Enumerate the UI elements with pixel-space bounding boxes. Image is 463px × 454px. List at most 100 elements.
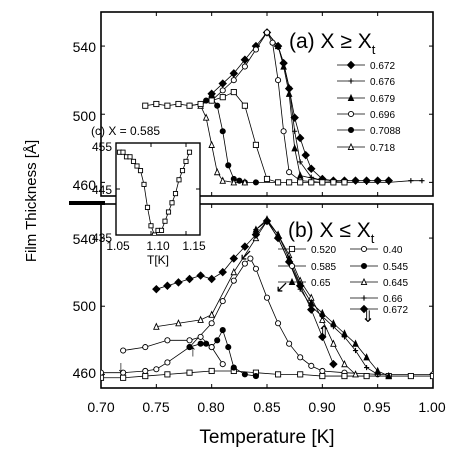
y-axis-label: Film Thickness [Å] (23, 140, 40, 262)
data-point (275, 320, 282, 327)
data-point (247, 255, 254, 262)
legend-label: 0.645 (383, 278, 408, 289)
panel-b-y-tick-labels: 540 500 460 (73, 231, 97, 381)
data-point (240, 242, 250, 251)
data-point (219, 361, 226, 368)
data-point (341, 179, 348, 186)
xtick-label: 0.95 (363, 399, 390, 415)
xtick-label: 0.90 (308, 399, 335, 415)
data-point (286, 169, 293, 176)
legend-marker (346, 60, 356, 70)
data-point (208, 310, 215, 318)
data-point (230, 77, 237, 84)
legend-marker (288, 262, 296, 270)
series-group (101, 215, 433, 381)
data-point (172, 191, 179, 197)
panel-a-title: (a) X ≥ Xt (289, 30, 376, 57)
legend-label: 0.696 (370, 110, 395, 121)
legend-marker (288, 245, 296, 253)
data-point (352, 339, 359, 347)
data-point (318, 332, 327, 342)
legend-marker (347, 142, 355, 151)
data-point (186, 337, 193, 344)
data-point (285, 89, 293, 97)
inset-c-plot (115, 142, 200, 236)
legend-marker (347, 93, 355, 102)
inset-xtick-label: 1.15 (182, 239, 206, 253)
data-point (301, 150, 310, 160)
data-point (229, 254, 239, 263)
data-point (229, 69, 239, 78)
data-point (134, 163, 140, 169)
data-point (163, 281, 172, 291)
data-point (175, 100, 182, 108)
data-point (120, 149, 126, 155)
data-point (252, 373, 259, 380)
data-point (142, 373, 149, 380)
data-point (174, 278, 183, 287)
inset-xtick-label: 1.05 (106, 239, 130, 253)
data-point (203, 340, 210, 347)
data-point (241, 63, 248, 70)
data-point (142, 367, 149, 375)
data-point (308, 179, 315, 186)
data-point (169, 200, 175, 206)
data-point (319, 313, 325, 320)
data-point (263, 175, 271, 183)
legend-label: 0.545 (383, 262, 408, 273)
series-line (123, 336, 224, 365)
data-point (241, 102, 248, 109)
data-point (197, 340, 204, 347)
data-point (120, 374, 127, 381)
data-point (375, 371, 381, 377)
data-point (186, 149, 193, 155)
legend-marker (360, 245, 368, 253)
data-point (219, 298, 226, 305)
data-point (241, 178, 249, 186)
data-point (152, 284, 161, 294)
data-point (295, 281, 305, 291)
data-point (330, 324, 336, 330)
series-line (211, 31, 389, 182)
data-point (330, 179, 337, 186)
data-point (280, 62, 287, 70)
data-point (208, 367, 215, 375)
xtick-label: 0.80 (197, 399, 224, 415)
data-point (218, 79, 227, 88)
panel-b-legend: 0.40 0.520 0.545 0.585 0.645 0.65 0.660.672 (278, 245, 408, 316)
data-point (319, 315, 326, 323)
data-point (176, 177, 182, 183)
data-point (241, 371, 248, 378)
data-point (208, 344, 215, 351)
data-point (218, 267, 227, 277)
data-point (275, 371, 282, 378)
panel-a-ytick-label: 460 (73, 177, 97, 193)
data-point (208, 140, 215, 148)
data-point (341, 373, 348, 380)
data-point (162, 218, 168, 224)
data-point (319, 367, 326, 375)
data-point (286, 340, 293, 347)
data-point (230, 277, 237, 284)
data-point (275, 77, 282, 84)
legend-label: 0.66 (383, 294, 403, 305)
inset-x-axis-label: T[K] (147, 253, 169, 267)
data-point (297, 179, 304, 186)
inset-c: (c) X = 0.585 455 445 435 1.05 1.10 1.15… (91, 124, 206, 267)
data-point (213, 167, 221, 176)
legend-label: 0.40 (383, 245, 403, 256)
data-point (274, 41, 282, 50)
legend-label: 0.718 (370, 143, 395, 154)
legend-label: 0.585 (311, 262, 336, 273)
data-point (153, 322, 160, 330)
series-line (189, 31, 323, 183)
data-point (364, 179, 370, 185)
data-point (153, 100, 160, 108)
data-point (183, 158, 189, 164)
x-axis-label: Temperature [K] (199, 427, 334, 448)
data-point (363, 353, 370, 361)
series-line (101, 257, 433, 375)
panel-a-y-tick-labels: 540 500 460 (73, 39, 97, 193)
data-point (219, 87, 226, 94)
